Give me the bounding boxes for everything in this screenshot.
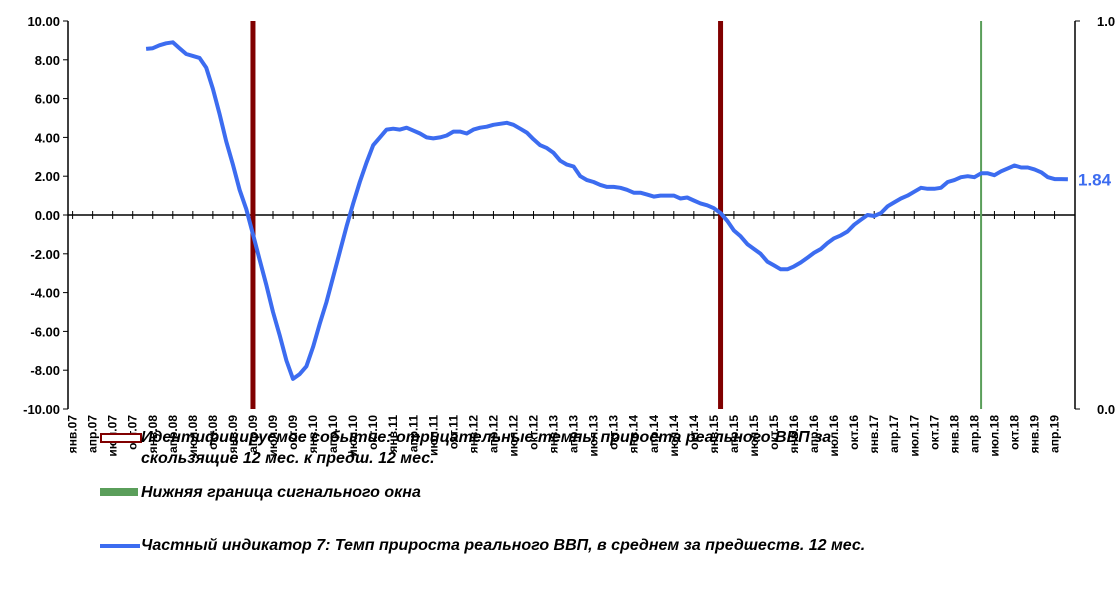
x-tick-label: янв.13 xyxy=(547,415,561,454)
y-tick-label: 10.00 xyxy=(27,14,60,29)
y-tick-label: 8.00 xyxy=(35,53,60,68)
x-tick-label: июл.17 xyxy=(907,415,921,457)
legend-swatch xyxy=(100,488,138,496)
x-tick-label: апр.17 xyxy=(887,415,901,453)
x-tick-label: апр.15 xyxy=(727,415,741,453)
y-tick-label: -10.00 xyxy=(23,402,60,417)
x-tick-label: апр.16 xyxy=(807,415,821,453)
x-tick-label: апр.18 xyxy=(967,415,981,453)
x-tick-label: июл.10 xyxy=(346,415,360,457)
legend-swatch xyxy=(100,544,140,548)
x-tick-label: янв.09 xyxy=(226,415,240,454)
x-tick-label: апр.07 xyxy=(86,415,100,453)
event-bar xyxy=(250,21,256,409)
x-tick-label: окт.11 xyxy=(446,415,460,450)
x-tick-label: окт.17 xyxy=(927,415,941,450)
x-tick-label: окт.12 xyxy=(527,415,541,450)
legend-label: Частный индикатор 7: Темп прироста реаль… xyxy=(141,537,866,554)
y-tick-label: -4.00 xyxy=(30,286,60,301)
x-tick-label: окт.14 xyxy=(687,415,701,450)
x-tick-label: июл.11 xyxy=(426,415,440,456)
x-tick-label: апр.09 xyxy=(246,415,260,453)
x-tick-label: окт.15 xyxy=(767,415,781,450)
x-tick-label: янв.12 xyxy=(466,415,480,454)
x-tick-label: окт.16 xyxy=(847,415,861,450)
x-tick-label: апр.19 xyxy=(1048,415,1062,453)
x-tick-label: июл.12 xyxy=(506,415,520,457)
y-tick-label: -2.00 xyxy=(30,247,60,262)
x-tick-label: июл.09 xyxy=(266,415,280,457)
y-tick-label: 0.00 xyxy=(35,208,60,223)
x-tick-label: июл.14 xyxy=(667,415,681,457)
y-tick-label: -8.00 xyxy=(30,363,60,378)
x-tick-label: окт.13 xyxy=(607,415,621,450)
x-tick-label: апр.13 xyxy=(567,415,581,453)
y-tick-label: 4.00 xyxy=(35,130,60,145)
y-tick-label: -6.00 xyxy=(30,324,60,339)
x-tick-label: янв.08 xyxy=(146,415,160,454)
y-tick-label: 6.00 xyxy=(35,92,60,107)
x-tick-label: янв.19 xyxy=(1028,415,1042,454)
legend-label: Нижняя граница сигнального окна xyxy=(141,484,421,501)
x-tick-label: июл.18 xyxy=(987,415,1001,457)
x-tick-label: янв.14 xyxy=(627,415,641,454)
x-tick-label: янв.10 xyxy=(306,415,320,454)
x-tick-label: янв.11 xyxy=(386,415,400,453)
x-tick-label: апр.08 xyxy=(166,415,180,453)
x-tick-label: окт.10 xyxy=(366,415,380,450)
x-tick-label: окт.08 xyxy=(206,415,220,450)
series-line xyxy=(145,40,1068,381)
x-tick-label: янв.16 xyxy=(787,415,801,454)
x-tick-label: июл.13 xyxy=(587,415,601,457)
y2-tick-label: 0.0 xyxy=(1097,402,1115,417)
y2-tick-label: 1.0 xyxy=(1097,14,1115,29)
x-tick-label: апр.11 xyxy=(406,415,420,453)
y-tick-label: 2.00 xyxy=(35,169,60,184)
x-tick-label: июл.15 xyxy=(747,415,761,457)
legend-swatch xyxy=(100,433,142,443)
x-tick-label: янв.15 xyxy=(707,415,721,454)
x-tick-label: янв.18 xyxy=(947,415,961,454)
x-tick-label: июл.16 xyxy=(827,415,841,457)
end-value-label: 1.84 xyxy=(1078,170,1112,189)
legend-label: Идентифицируемое событие: отрицательные … xyxy=(141,429,832,467)
x-tick-label: апр.10 xyxy=(326,415,340,453)
x-tick-label: янв.17 xyxy=(867,415,881,454)
x-tick-label: апр.12 xyxy=(486,415,500,453)
x-tick-label: июл.08 xyxy=(186,415,200,457)
x-tick-label: янв.07 xyxy=(66,415,80,454)
event-bar xyxy=(980,21,983,409)
x-tick-label: окт.09 xyxy=(286,415,300,450)
x-tick-label: окт.18 xyxy=(1007,415,1021,450)
x-tick-label: апр.14 xyxy=(647,415,661,453)
